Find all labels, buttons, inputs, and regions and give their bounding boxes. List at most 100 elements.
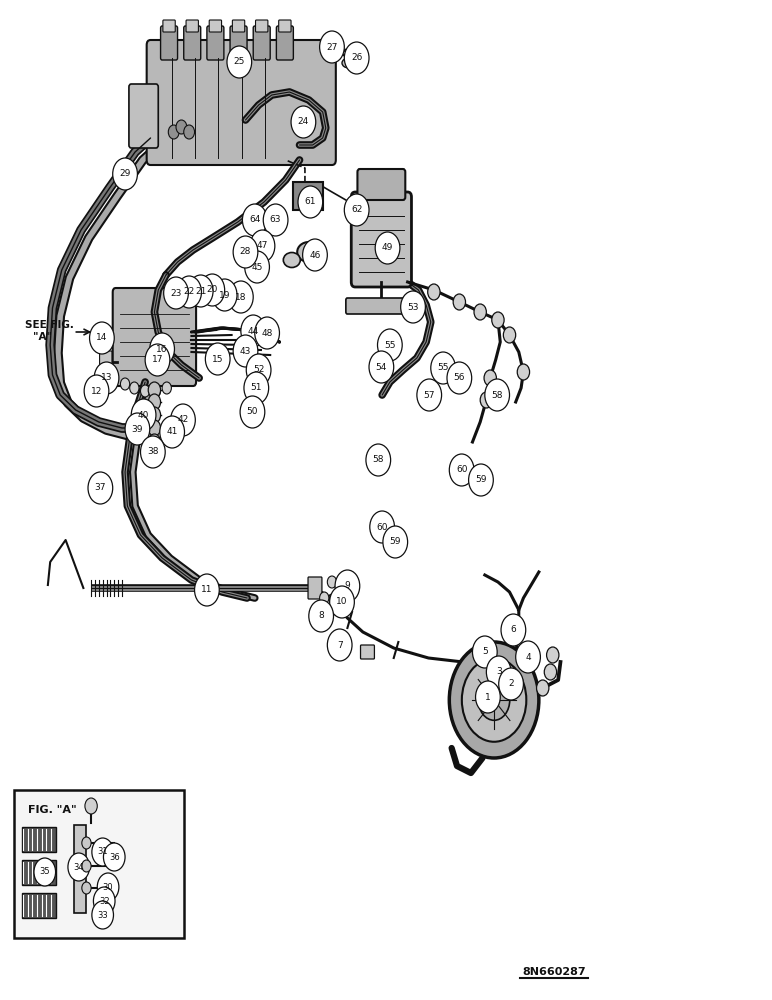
Circle shape bbox=[68, 853, 90, 881]
FancyBboxPatch shape bbox=[276, 26, 293, 60]
Text: 58: 58 bbox=[373, 456, 384, 464]
Circle shape bbox=[240, 396, 265, 428]
Circle shape bbox=[195, 574, 219, 606]
Ellipse shape bbox=[342, 58, 356, 68]
Text: 15: 15 bbox=[212, 355, 223, 363]
FancyBboxPatch shape bbox=[163, 20, 175, 32]
Circle shape bbox=[310, 606, 320, 618]
Circle shape bbox=[130, 382, 139, 394]
FancyBboxPatch shape bbox=[293, 182, 323, 210]
Text: 60: 60 bbox=[377, 522, 388, 532]
Circle shape bbox=[330, 586, 354, 618]
Text: 40: 40 bbox=[138, 410, 149, 420]
Circle shape bbox=[517, 364, 530, 380]
Circle shape bbox=[492, 312, 504, 328]
Circle shape bbox=[476, 681, 500, 713]
Circle shape bbox=[82, 860, 91, 872]
Text: FIG. "A": FIG. "A" bbox=[28, 805, 76, 815]
FancyBboxPatch shape bbox=[22, 893, 56, 918]
Text: 50: 50 bbox=[247, 408, 258, 416]
Text: 55: 55 bbox=[384, 340, 395, 350]
Circle shape bbox=[516, 641, 540, 673]
Circle shape bbox=[370, 511, 394, 543]
Circle shape bbox=[544, 664, 557, 680]
Text: 27: 27 bbox=[327, 42, 337, 51]
Circle shape bbox=[428, 284, 440, 300]
Circle shape bbox=[303, 239, 327, 271]
Circle shape bbox=[255, 317, 279, 349]
Circle shape bbox=[383, 526, 408, 558]
Circle shape bbox=[176, 120, 187, 134]
Text: 34: 34 bbox=[73, 862, 84, 871]
Circle shape bbox=[120, 378, 130, 390]
Circle shape bbox=[171, 404, 195, 436]
Circle shape bbox=[168, 125, 179, 139]
Circle shape bbox=[90, 322, 114, 354]
Circle shape bbox=[484, 370, 496, 386]
Circle shape bbox=[233, 236, 258, 268]
Circle shape bbox=[298, 186, 323, 218]
Circle shape bbox=[375, 232, 400, 264]
Circle shape bbox=[246, 354, 271, 386]
Text: 45: 45 bbox=[252, 262, 262, 271]
Circle shape bbox=[85, 798, 97, 814]
Text: 9: 9 bbox=[344, 582, 350, 590]
Text: 42: 42 bbox=[178, 416, 188, 424]
Circle shape bbox=[205, 343, 230, 375]
Circle shape bbox=[188, 275, 213, 307]
Circle shape bbox=[263, 204, 288, 236]
FancyBboxPatch shape bbox=[100, 367, 112, 389]
Circle shape bbox=[369, 351, 394, 383]
FancyBboxPatch shape bbox=[308, 577, 322, 599]
Circle shape bbox=[462, 658, 527, 742]
Text: 46: 46 bbox=[310, 250, 320, 259]
Text: 8N660287: 8N660287 bbox=[523, 967, 586, 977]
Circle shape bbox=[250, 230, 275, 262]
Circle shape bbox=[229, 281, 253, 313]
Circle shape bbox=[320, 31, 344, 63]
Text: 32: 32 bbox=[99, 896, 110, 906]
Circle shape bbox=[227, 46, 252, 78]
Text: 24: 24 bbox=[298, 117, 309, 126]
Text: 63: 63 bbox=[270, 216, 281, 225]
Text: 22: 22 bbox=[184, 288, 195, 296]
Circle shape bbox=[453, 294, 466, 310]
Text: 8: 8 bbox=[318, 611, 324, 620]
Text: 47: 47 bbox=[257, 241, 268, 250]
FancyBboxPatch shape bbox=[129, 84, 158, 148]
Circle shape bbox=[233, 335, 258, 367]
Ellipse shape bbox=[297, 242, 320, 262]
Circle shape bbox=[327, 576, 337, 588]
Circle shape bbox=[148, 407, 161, 423]
Circle shape bbox=[200, 274, 225, 306]
Circle shape bbox=[113, 158, 137, 190]
Text: 18: 18 bbox=[235, 292, 246, 302]
FancyBboxPatch shape bbox=[74, 825, 86, 913]
Circle shape bbox=[177, 276, 201, 308]
Circle shape bbox=[309, 600, 334, 632]
Circle shape bbox=[485, 379, 510, 411]
FancyBboxPatch shape bbox=[253, 26, 270, 60]
Text: 11: 11 bbox=[201, 585, 212, 594]
Text: 43: 43 bbox=[240, 347, 251, 356]
Circle shape bbox=[335, 570, 360, 602]
Text: 37: 37 bbox=[95, 484, 106, 492]
Circle shape bbox=[401, 291, 425, 323]
Circle shape bbox=[480, 392, 493, 408]
Circle shape bbox=[103, 843, 125, 871]
Circle shape bbox=[94, 362, 119, 394]
Text: 20: 20 bbox=[207, 286, 218, 294]
Text: 48: 48 bbox=[262, 328, 273, 338]
Text: 1: 1 bbox=[485, 692, 491, 702]
FancyBboxPatch shape bbox=[346, 298, 417, 314]
Circle shape bbox=[141, 385, 150, 397]
Text: 26: 26 bbox=[351, 53, 362, 62]
Circle shape bbox=[244, 372, 269, 404]
Circle shape bbox=[92, 838, 113, 866]
Text: 4: 4 bbox=[525, 652, 531, 662]
Text: 6: 6 bbox=[510, 626, 516, 635]
Text: 59: 59 bbox=[390, 538, 401, 546]
Text: 61: 61 bbox=[305, 198, 316, 207]
Circle shape bbox=[366, 444, 391, 476]
Text: 7: 7 bbox=[337, 641, 343, 650]
